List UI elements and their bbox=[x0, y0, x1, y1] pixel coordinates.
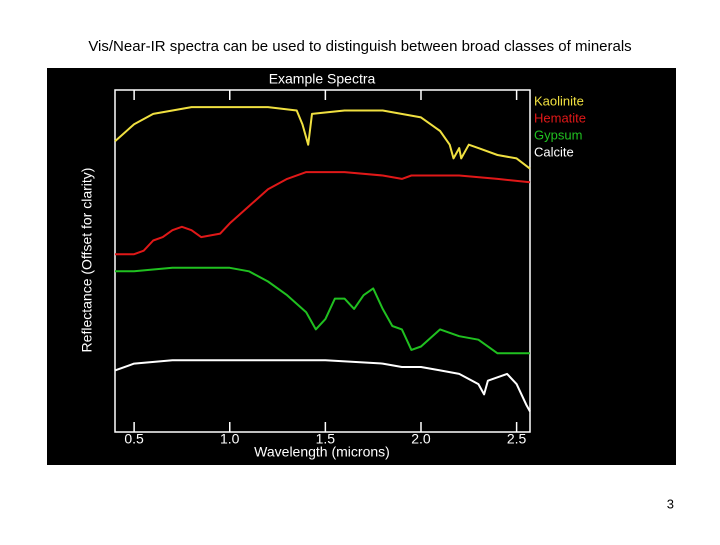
legend-entry: Calcite bbox=[534, 144, 574, 159]
x-axis-label: Wavelength (microns) bbox=[254, 444, 390, 460]
legend-entry: Hematite bbox=[534, 110, 586, 125]
y-axis-label: Reflectance (Offset for clarity) bbox=[79, 168, 95, 353]
plot-frame bbox=[114, 89, 531, 433]
spectrum-line bbox=[115, 171, 531, 256]
x-tick-label: 2.0 bbox=[411, 431, 431, 447]
spectrum-line bbox=[115, 266, 530, 355]
chart-background bbox=[47, 68, 676, 465]
spectrum-line bbox=[114, 106, 531, 170]
spectrum-line bbox=[114, 359, 531, 412]
chart-title: Example Spectra bbox=[269, 71, 376, 87]
x-tick-label: 0.5 bbox=[124, 431, 144, 447]
x-tick-label: 1.0 bbox=[220, 431, 240, 447]
x-tick-label: 1.5 bbox=[316, 431, 336, 447]
legend-entry: Gypsum bbox=[534, 127, 582, 142]
x-tick-label: 2.5 bbox=[507, 431, 527, 447]
slide-title: Vis/Near-IR spectra can be used to disti… bbox=[88, 38, 631, 55]
legend-entry: Kaolinite bbox=[534, 93, 584, 108]
page-number: 3 bbox=[667, 496, 674, 511]
